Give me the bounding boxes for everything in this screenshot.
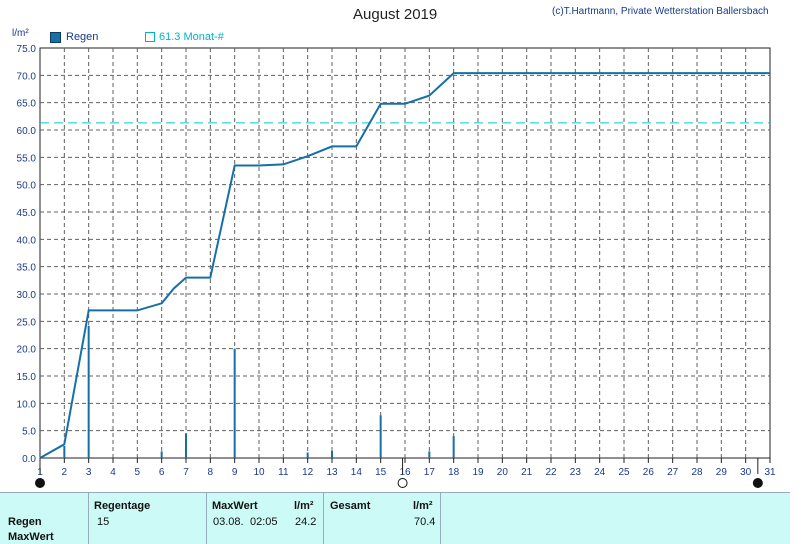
chart-title: August 2019 (353, 6, 438, 23)
new-moon-icon (752, 478, 763, 488)
y-tick-label: 35.0 (17, 263, 37, 274)
y-tick-label: 5.0 (22, 427, 36, 438)
x-tick-label: 30 (740, 467, 752, 478)
row-label-regen: Regen (8, 516, 42, 528)
summary-panel: Regentage MaxWert l/m² Gesamt l/m² Regen… (0, 492, 790, 544)
x-tick-label: 7 (183, 467, 189, 478)
x-tick-label: 31 (764, 467, 776, 478)
y-tick-label: 75.0 (17, 44, 37, 55)
legend-regen: Regen (50, 31, 98, 43)
y-tick-label: 15.0 (17, 372, 37, 383)
y-tick-label: 25.0 (17, 317, 37, 328)
max-time: 02:05 (250, 516, 278, 528)
rain-bar (331, 450, 333, 458)
x-tick-label: 14 (351, 467, 363, 478)
x-tick-label: 10 (253, 467, 265, 478)
legend-month: 61.3 Monat-# (145, 31, 224, 43)
legend-regen-label: Regen (66, 31, 99, 43)
new-moon-icon (35, 478, 45, 488)
legend-month-label: 61.3 Monat-# (159, 31, 224, 43)
row-label-maxwert: MaxWert (8, 531, 54, 543)
header-regentage: Regentage (94, 500, 151, 512)
x-tick-label: 17 (424, 467, 436, 478)
y-tick-label: 10.0 (17, 399, 37, 410)
rain-bar (428, 451, 431, 458)
x-tick-label: 23 (570, 467, 582, 478)
x-tick-label: 6 (159, 467, 165, 478)
y-tick-label: 70.0 (17, 71, 37, 82)
x-tick-label: 29 (716, 467, 728, 478)
header-unit-max: l/m² (294, 500, 314, 512)
x-tick-label: 27 (667, 467, 679, 478)
x-tick-label: 22 (545, 467, 557, 478)
max-value: 24.2 (295, 516, 317, 528)
x-tick-label: 2 (62, 467, 68, 478)
x-tick-label: 28 (691, 467, 703, 478)
panel-divider (440, 493, 441, 544)
rain-bar (63, 445, 66, 458)
y-tick-label: 60.0 (17, 126, 37, 137)
total-value: 70.4 (414, 516, 436, 528)
x-tick-label: 15 (375, 467, 387, 478)
y-tick-label: 0.0 (22, 454, 36, 465)
x-tick-label: 25 (618, 467, 630, 478)
rain-bar (185, 433, 187, 458)
x-tick-label: 13 (326, 467, 338, 478)
panel-divider (206, 493, 207, 544)
y-axis-unit: l/m² (12, 28, 29, 39)
x-tick-label: 9 (232, 467, 238, 478)
x-tick-label: 20 (497, 467, 509, 478)
header-unit-total: l/m² (413, 500, 433, 512)
x-tick-label: 3 (86, 467, 92, 478)
y-tick-label: 20.0 (17, 345, 37, 356)
legend-regen-swatch (50, 31, 61, 43)
full-moon-icon (397, 478, 408, 488)
header-gesamt: Gesamt (330, 500, 371, 512)
x-tick-label: 8 (208, 467, 214, 478)
x-tick-label: 16 (399, 467, 411, 478)
x-tick-label: 24 (594, 467, 606, 478)
y-tick-label: 45.0 (17, 208, 37, 219)
max-date: 03.08. (213, 516, 244, 528)
legend-month-swatch (145, 32, 155, 42)
y-tick-label: 30.0 (17, 290, 37, 301)
rain-chart: 0.0 5.0 10.0 15.0 20.0 25.0 30.0 35.0 40.0 45.0 50… (17, 44, 776, 488)
y-tick-label: 50.0 (17, 181, 37, 192)
rain-bar (87, 325, 90, 458)
x-tick-label: 18 (448, 467, 460, 478)
x-tick-label: 5 (135, 467, 141, 478)
x-tick-label: 26 (643, 467, 655, 478)
x-tick-label: 12 (302, 467, 314, 478)
rain-bar (452, 436, 455, 458)
rain-bar (233, 348, 236, 458)
cumulative-rain-line (39, 72, 770, 459)
panel-divider (323, 493, 324, 544)
x-tick-label: 11 (278, 467, 289, 478)
y-tick-label: 55.0 (17, 153, 37, 164)
credit-text: (c)T.Hartmann, Private Wetterstation Bal… (552, 6, 769, 17)
rain-bar (160, 451, 163, 458)
x-tick-label: 21 (521, 467, 533, 478)
y-tick-label: 65.0 (17, 99, 37, 110)
regentage-value: 15 (97, 516, 110, 528)
panel-divider (88, 493, 89, 544)
header-maxwert: MaxWert (212, 500, 258, 512)
y-tick-label: 40.0 (17, 235, 37, 246)
rain-bar (379, 415, 382, 458)
x-tick-label: 4 (110, 467, 116, 478)
x-tick-label: 19 (472, 467, 484, 478)
rain-bar (306, 452, 309, 458)
